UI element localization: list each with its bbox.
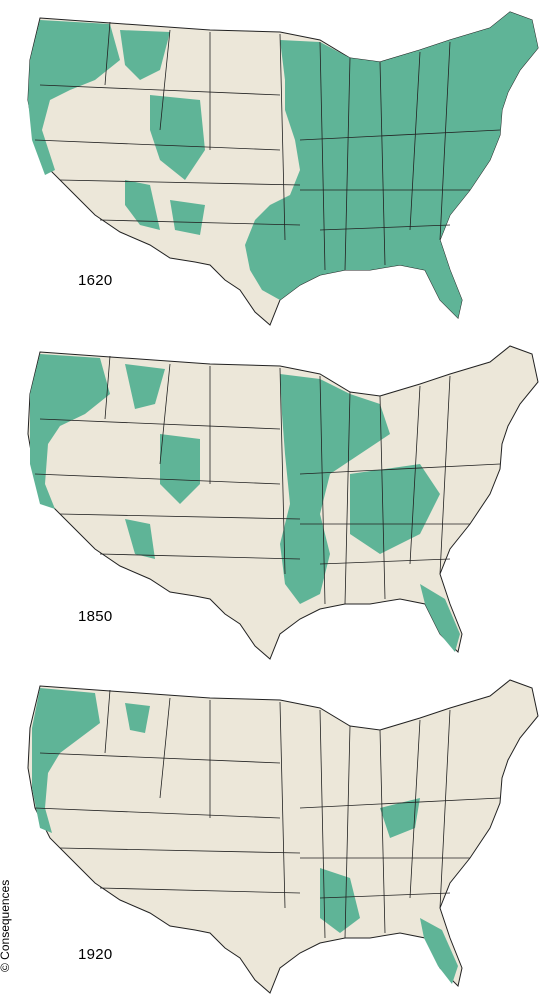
state-borders: [34, 355, 501, 605]
forest-areas: [30, 354, 460, 652]
year-label-1850: 1850: [78, 608, 113, 625]
us-map-1620: [27, 11, 539, 326]
map-1920: 1920: [0, 668, 542, 1002]
copyright-credit: © Consequences: [0, 879, 12, 972]
us-map-1920: [27, 679, 539, 994]
map-1620: 1620: [0, 0, 542, 334]
forest-areas: [32, 688, 458, 984]
year-label-1620: 1620: [78, 272, 113, 289]
us-map-1850: [27, 345, 539, 660]
forest-areas: [28, 12, 538, 318]
state-borders: [34, 689, 501, 939]
year-label-1920: 1920: [78, 946, 113, 963]
map-1850: 1850: [0, 334, 542, 668]
state-borders: [34, 21, 501, 271]
